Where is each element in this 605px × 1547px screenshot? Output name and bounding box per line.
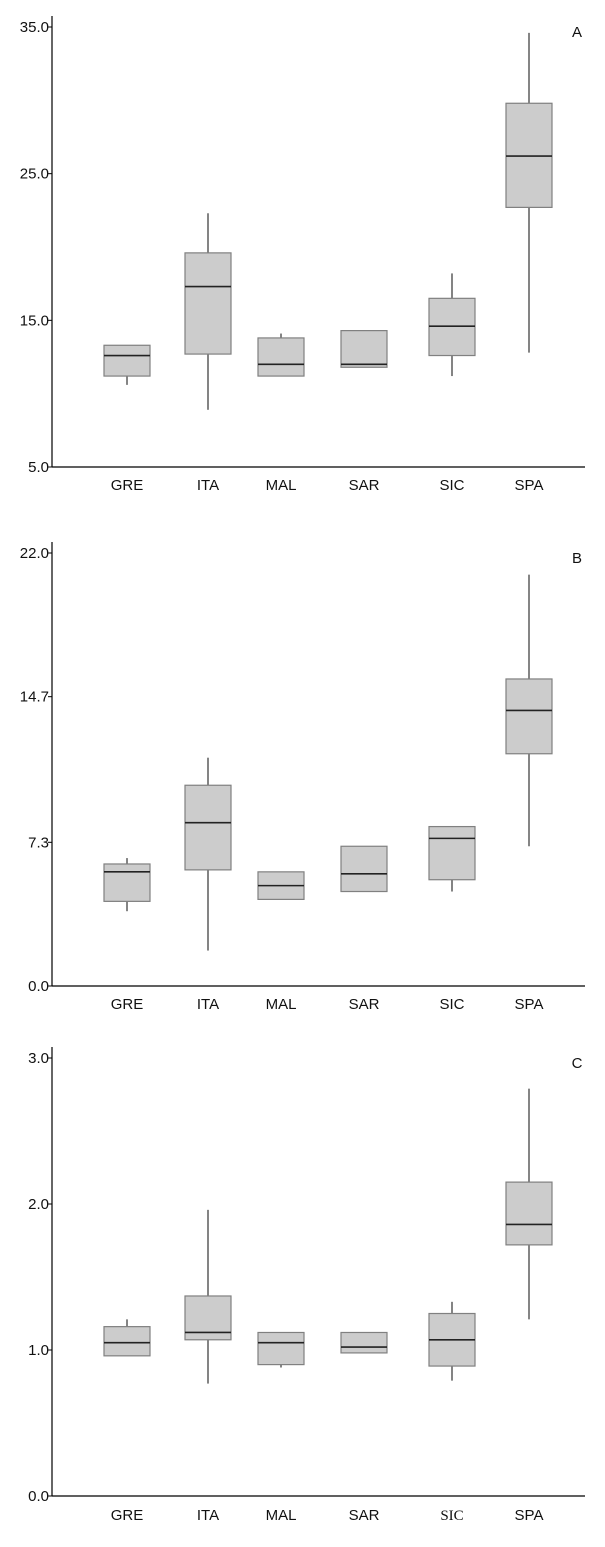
- x-tick-label: MAL: [266, 477, 297, 494]
- box-mal: [257, 871, 305, 901]
- iqr-box: [340, 845, 388, 893]
- x-tick-label: ITA: [197, 1507, 219, 1524]
- box-spa: [505, 1088, 553, 1320]
- x-tick-label: GRE: [111, 477, 144, 494]
- box-mal: [257, 333, 305, 377]
- y-tick-label: 22.0: [20, 545, 49, 562]
- x-tick-label: ITA: [197, 996, 219, 1013]
- chart-panel-c: 0.0 1.0 2.0 3.0 C GRE ITA MAL SAR SIC SPA: [28, 1047, 585, 1524]
- iqr-box: [103, 1326, 151, 1357]
- iqr-box: [340, 1331, 388, 1354]
- x-tick-label: MAL: [266, 996, 297, 1013]
- iqr-box: [184, 784, 232, 871]
- box-spa: [505, 32, 553, 353]
- box-sar: [340, 845, 388, 893]
- x-tick-label: MAL: [266, 1507, 297, 1524]
- y-tick-label: 0.0: [28, 1488, 49, 1505]
- box-sar: [340, 1331, 388, 1354]
- y-tick-label: 2.0: [28, 1196, 49, 1213]
- x-tick-label: ITA: [197, 477, 219, 494]
- x-tick-label: SAR: [349, 477, 380, 494]
- iqr-box: [184, 252, 232, 355]
- x-tick-label: GRE: [111, 1507, 144, 1524]
- box-gre: [103, 1319, 151, 1357]
- iqr-box: [340, 330, 388, 368]
- x-tick-label: SAR: [349, 1507, 380, 1524]
- box-gre: [103, 858, 151, 912]
- y-tick-label: 1.0: [28, 1342, 49, 1359]
- x-tick-label: SPA: [515, 477, 544, 494]
- panel-label: B: [572, 550, 582, 567]
- box-mal: [257, 1331, 305, 1368]
- box-spa: [505, 574, 553, 847]
- box-ita: [184, 757, 232, 951]
- y-tick-label: 7.3: [28, 834, 49, 851]
- y-tick-label: 3.0: [28, 1050, 49, 1067]
- x-tick-label: SIC: [439, 477, 464, 494]
- x-tick-label: SIC: [439, 996, 464, 1013]
- box-gre: [103, 344, 151, 385]
- x-tick-label: SIC: [440, 1508, 463, 1524]
- iqr-box: [257, 337, 305, 377]
- chart-panel-a: 5.0 15.0 25.0 35.0 A GRE ITA MAL SAR SIC SPA: [20, 16, 585, 494]
- x-tick-label: SAR: [349, 996, 380, 1013]
- y-tick-label: 5.0: [28, 459, 49, 476]
- x-tick-label: SPA: [515, 996, 544, 1013]
- box-sic: [428, 1301, 476, 1381]
- panel-label: A: [572, 24, 582, 41]
- x-tick-label: SPA: [515, 1507, 544, 1524]
- y-tick-label: 25.0: [20, 166, 49, 183]
- box-sar: [340, 330, 388, 368]
- x-tick-label: GRE: [111, 996, 144, 1013]
- y-tick-label: 0.0: [28, 978, 49, 995]
- iqr-box: [103, 344, 151, 377]
- box-ita: [184, 213, 232, 410]
- panel-label: C: [572, 1055, 583, 1072]
- iqr-box: [505, 1181, 553, 1246]
- box-sic: [428, 273, 476, 377]
- box-sic: [428, 825, 476, 892]
- y-tick-label: 14.7: [20, 689, 49, 706]
- iqr-box: [505, 678, 553, 755]
- chart-panel-b: 0.0 7.3 14.7 22.0 B GRE ITA MAL SAR SIC SPA: [20, 542, 585, 1013]
- box-ita: [184, 1209, 232, 1384]
- y-tick-label: 15.0: [20, 312, 49, 329]
- iqr-box: [257, 1331, 305, 1366]
- y-tick-label: 35.0: [20, 19, 49, 36]
- iqr-box: [103, 863, 151, 902]
- iqr-box: [428, 825, 476, 881]
